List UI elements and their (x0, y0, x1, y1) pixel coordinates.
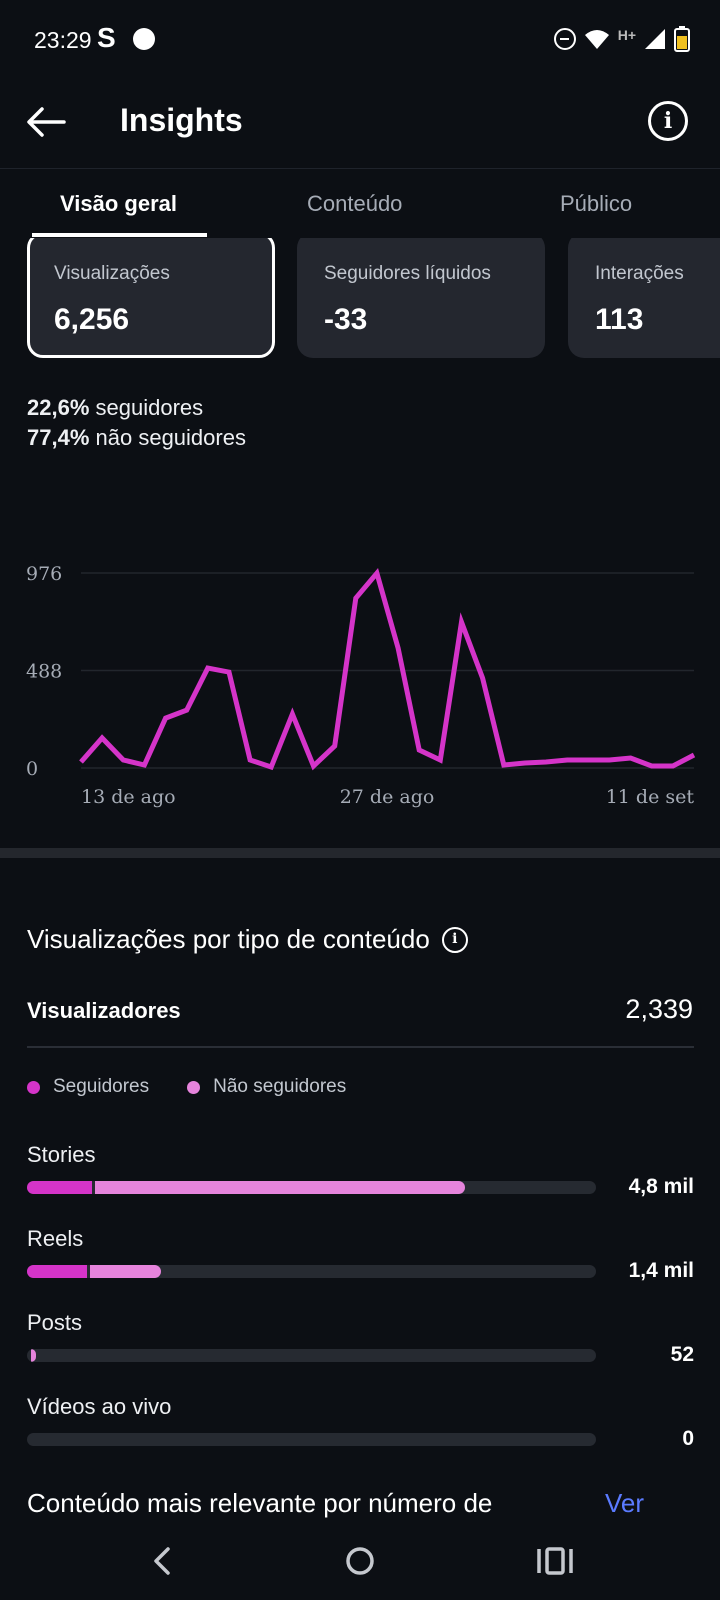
top-content-title: Conteúdo mais relevante por número de (27, 1488, 493, 1518)
content-type-value: 1,4 mil (628, 1259, 694, 1282)
content-type-label: Vídeos ao vivo (27, 1394, 172, 1419)
tab-content[interactable]: Conteúdo (307, 191, 403, 216)
non-followers-segment (31, 1349, 36, 1362)
followers-segment (27, 1265, 87, 1278)
y-tick-label: 976 (26, 563, 62, 585)
see-more-link[interactable]: Ver (604, 1488, 644, 1518)
x-tick-label: 11 de set (606, 786, 695, 808)
metric-card-views[interactable]: Visualizações 6,256 (27, 238, 275, 358)
system-nav-bar (0, 1520, 720, 1600)
legend-dot (27, 1080, 40, 1094)
metric-card-net-followers[interactable]: Seguidores líquidos -33 (297, 238, 545, 358)
status-time: 23:29 (34, 27, 92, 53)
legend-dot (187, 1080, 201, 1094)
metric-value: 6,256 (54, 303, 130, 336)
content-type-label: Reels (27, 1226, 84, 1251)
legend-label: Não seguidores (213, 1076, 347, 1097)
metric-label: Interações (595, 263, 684, 284)
content-type-bar (27, 1349, 596, 1362)
legend: Seguidores Não seguidores (27, 1076, 346, 1098)
x-tick-label: 13 de ago (81, 786, 176, 808)
content-type-value: 0 (682, 1427, 694, 1450)
viewers-label: Visualizadores (27, 998, 181, 1023)
content-type-label: Posts (27, 1310, 83, 1335)
content-type-bar (27, 1181, 596, 1194)
metric-value: 113 (595, 303, 644, 336)
battery-icon (674, 26, 690, 52)
views-series-line (79, 567, 696, 771)
metric-value: -33 (324, 303, 368, 336)
non-followers-share: 77,4% não seguidores (27, 425, 246, 450)
page-title: Insights (120, 102, 243, 138)
section-divider (0, 848, 720, 858)
tab-overview[interactable]: Visão geral (60, 191, 177, 216)
active-tab-indicator (32, 233, 207, 237)
non-followers-segment (89, 1265, 161, 1278)
content-type-label: Stories (27, 1142, 96, 1167)
content-type-row: Reels 1,4 mil (27, 1226, 694, 1306)
signal-icon (645, 29, 665, 49)
content-type-row: Posts 52 (27, 1310, 694, 1390)
status-icons: H+ (553, 26, 690, 52)
status-bar: 23:29 S H+ (0, 0, 720, 80)
do-not-disturb-icon (553, 28, 576, 50)
content-type-row: Stories 4,8 mil (27, 1142, 694, 1222)
arrow-left-icon[interactable] (24, 100, 68, 144)
app-icon (133, 28, 155, 50)
nav-home-icon[interactable] (335, 1536, 385, 1586)
audience-share: 22,6% seguidores 77,4% não seguidores (27, 393, 246, 453)
metric-cards: Visualizações 6,256 Seguidores líquidos … (0, 238, 720, 368)
content-type-bar (27, 1265, 596, 1278)
legend-item-followers: Seguidores (27, 1076, 149, 1098)
non-followers-segment (95, 1181, 466, 1194)
legend-label: Seguidores (53, 1076, 150, 1097)
content-type-bar (27, 1433, 596, 1446)
nav-recents-icon[interactable] (530, 1536, 580, 1586)
s-app-icon: S (97, 22, 116, 53)
viewers-value: 2,339 (625, 994, 693, 1024)
legend-item-non-followers: Não seguidores (187, 1076, 346, 1098)
wifi-icon (584, 30, 609, 49)
metric-label: Visualizações (54, 263, 170, 284)
content-type-title: Visualizações por tipo de conteúdo i (27, 924, 468, 955)
tab-bar: Visão geral Conteúdo Público (0, 168, 720, 238)
tab-audience[interactable]: Público (560, 191, 633, 216)
y-tick-label: 0 (26, 758, 38, 780)
followers-segment (27, 1181, 93, 1194)
content-type-value: 4,8 mil (628, 1175, 694, 1198)
x-tick-label: 27 de ago (340, 786, 435, 808)
y-tick-label: 488 (26, 661, 62, 683)
nav-back-icon[interactable] (138, 1536, 188, 1586)
app-header: Insights i (0, 80, 720, 168)
info-icon[interactable]: i (441, 926, 468, 953)
divider (27, 1046, 694, 1048)
metric-label: Seguidores líquidos (324, 263, 491, 284)
followers-share: 22,6% seguidores (27, 395, 204, 420)
network-type-label: H+ (617, 27, 636, 43)
content-type-title-text: Visualizações por tipo de conteúdo (27, 924, 430, 954)
metric-card-interactions[interactable]: Interações 113 (568, 238, 720, 358)
views-line-chart: 976 488 0 13 de ago 27 de ago 11 de set (26, 563, 696, 808)
content-type-row: Vídeos ao vivo 0 (27, 1394, 694, 1474)
content-type-value: 52 (670, 1343, 694, 1366)
info-icon[interactable]: i (648, 101, 688, 141)
